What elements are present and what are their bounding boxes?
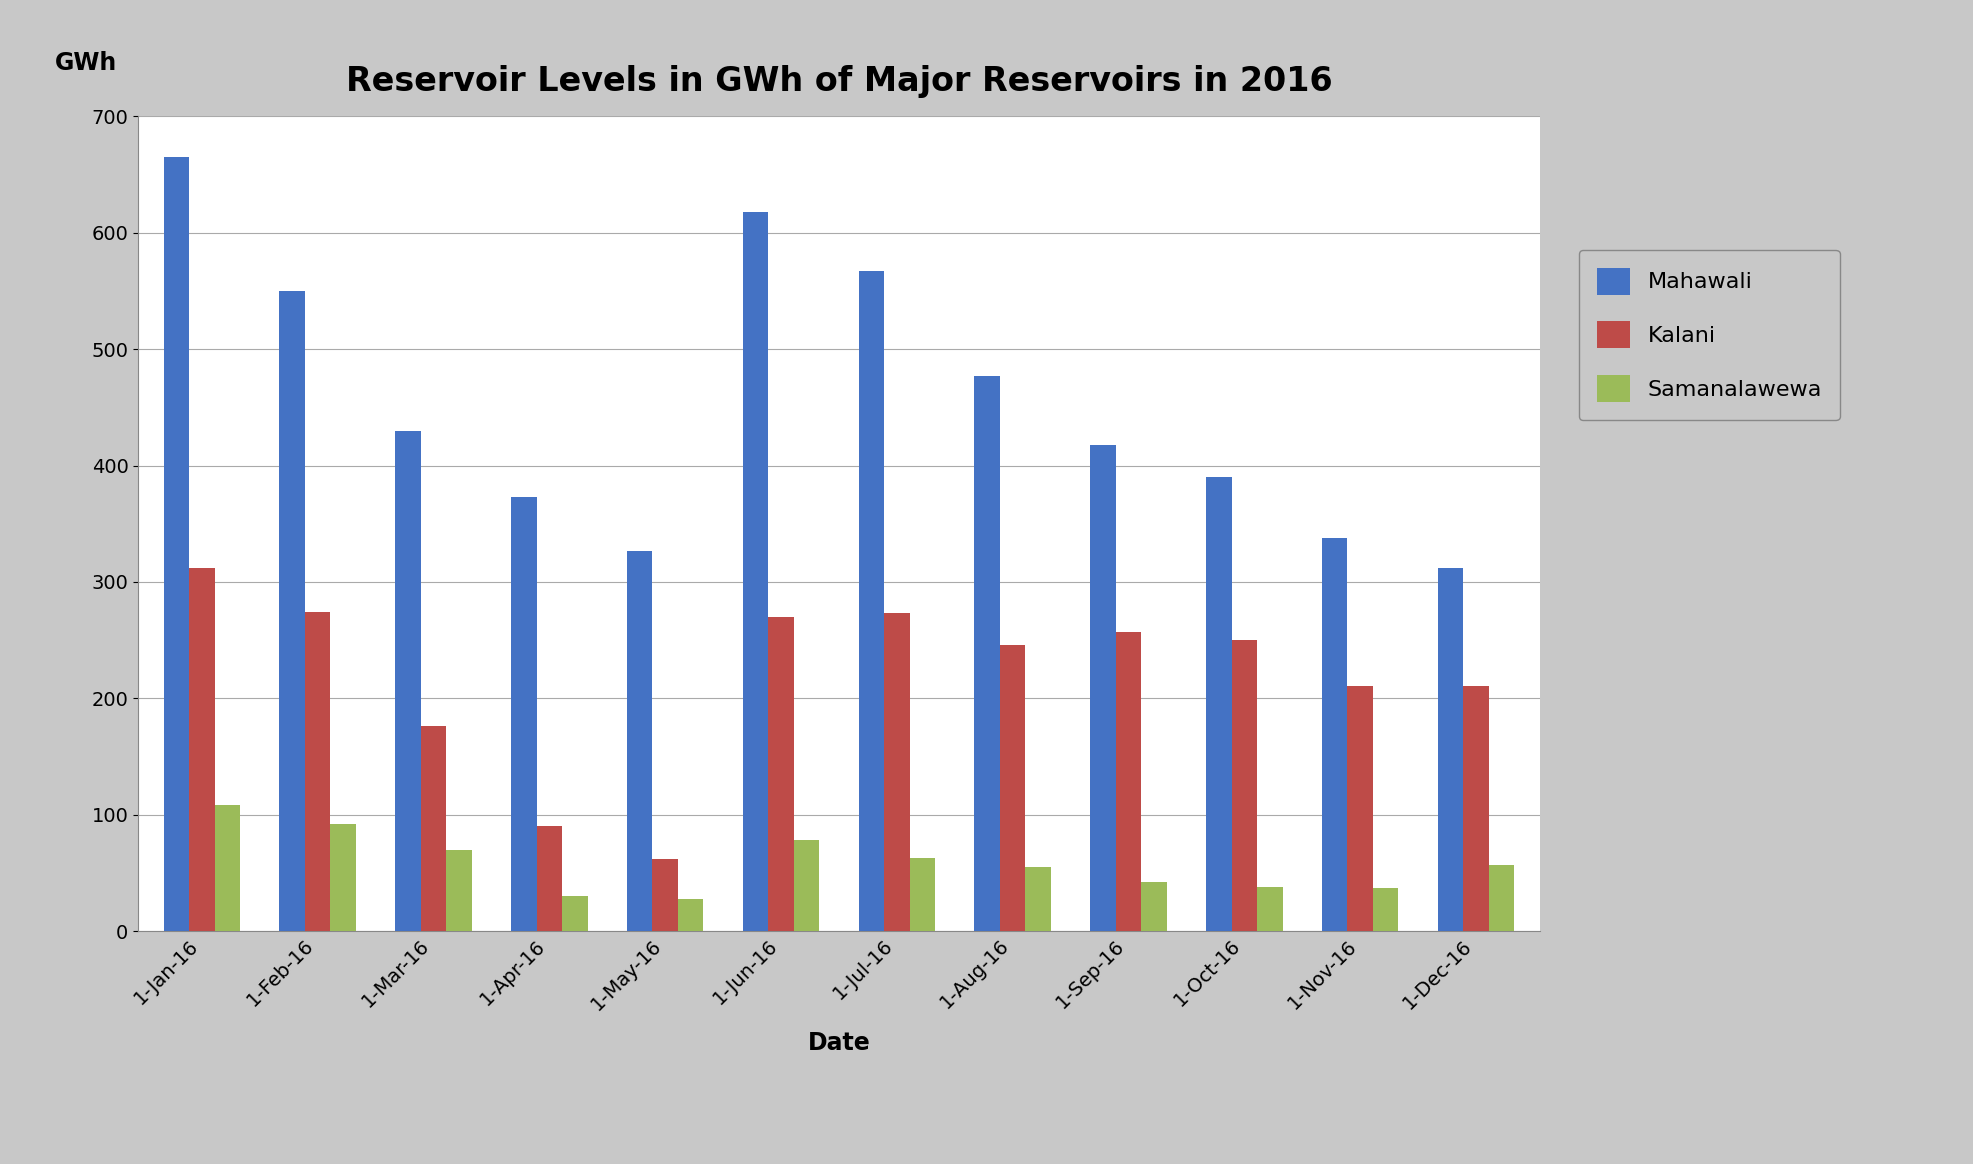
Bar: [677, 899, 702, 931]
Bar: [1373, 888, 1397, 931]
Bar: [1488, 865, 1513, 931]
Bar: [395, 431, 420, 931]
Bar: [1089, 445, 1115, 931]
Bar: [767, 617, 793, 931]
Bar: [793, 840, 819, 931]
Bar: [1462, 686, 1488, 931]
Bar: [562, 896, 588, 931]
Bar: [1024, 867, 1050, 931]
Bar: [280, 291, 304, 931]
Bar: [189, 568, 215, 931]
Bar: [884, 613, 910, 931]
Bar: [420, 726, 446, 931]
Bar: [1322, 538, 1348, 931]
Bar: [304, 612, 329, 931]
Bar: [742, 212, 767, 931]
Bar: [215, 805, 241, 931]
Bar: [910, 858, 935, 931]
Text: GWh: GWh: [55, 51, 116, 74]
Bar: [1257, 887, 1282, 931]
Bar: [627, 551, 653, 931]
Bar: [1115, 632, 1140, 931]
Bar: [164, 157, 189, 931]
Bar: [1000, 645, 1024, 931]
Bar: [446, 850, 472, 931]
Legend: Mahawali, Kalani, Samanalawewa: Mahawali, Kalani, Samanalawewa: [1578, 250, 1839, 420]
Bar: [511, 497, 537, 931]
Bar: [1206, 477, 1231, 931]
Title: Reservoir Levels in GWh of Major Reservoirs in 2016: Reservoir Levels in GWh of Major Reservo…: [345, 65, 1332, 99]
Bar: [537, 826, 562, 931]
Bar: [1231, 640, 1257, 931]
Bar: [858, 271, 884, 931]
Bar: [1436, 568, 1462, 931]
Bar: [1140, 882, 1166, 931]
X-axis label: Date: Date: [807, 1030, 870, 1055]
Bar: [653, 859, 677, 931]
Bar: [1348, 686, 1373, 931]
Bar: [329, 824, 355, 931]
Bar: [975, 376, 1000, 931]
